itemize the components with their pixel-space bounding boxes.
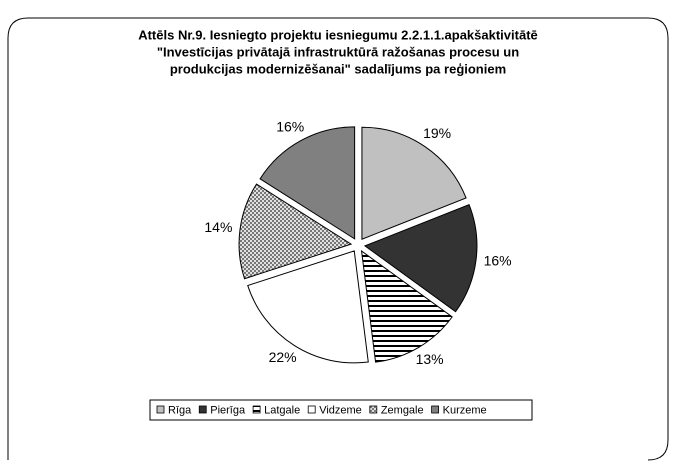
legend-swatch — [252, 405, 261, 414]
legend-swatch — [156, 405, 165, 414]
data-label: 22% — [269, 349, 297, 365]
legend-label: Latgale — [264, 404, 300, 416]
title-line: produkcijas modernizēšanai" sadalījums p… — [170, 61, 506, 76]
pie-slice — [361, 126, 467, 240]
legend-label: Rīga — [168, 404, 192, 416]
legend-label: Kurzeme — [443, 404, 487, 416]
chart-frame — [7, 17, 669, 461]
legend-swatch — [369, 405, 378, 414]
title-line: "Investīcijas privātajā infrastruktūrā r… — [157, 44, 519, 59]
legend-label: Pierīga — [210, 404, 246, 416]
pie-slice — [363, 203, 478, 313]
pie-slice — [360, 249, 453, 363]
pie-slice — [259, 126, 356, 240]
pie-slice — [238, 183, 353, 280]
pie-slice — [247, 250, 369, 364]
legend-box — [149, 399, 533, 421]
legend-label: Vidzeme — [319, 404, 362, 416]
legend-label: Zemgale — [381, 404, 424, 416]
data-label: 16% — [276, 118, 304, 134]
legend-swatch — [431, 405, 440, 414]
data-label: 13% — [416, 351, 444, 367]
data-label: 19% — [423, 125, 451, 141]
data-label: 14% — [204, 219, 232, 235]
chart-title: Attēls Nr.9. Iesniegto projektu iesniegu… — [138, 27, 538, 76]
legend-swatch — [307, 405, 316, 414]
legend-swatch — [198, 405, 207, 414]
data-label: 16% — [484, 252, 512, 268]
title-line: Attēls Nr.9. Iesniegto projektu iesniegu… — [138, 27, 538, 42]
